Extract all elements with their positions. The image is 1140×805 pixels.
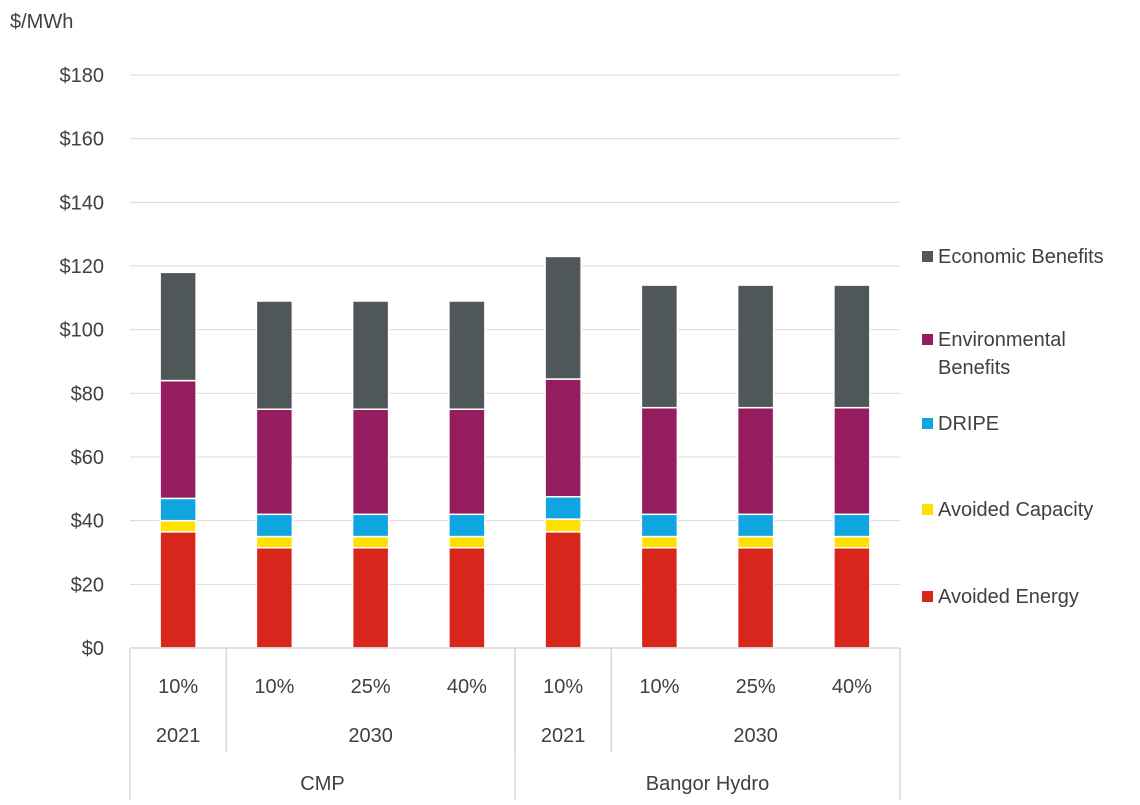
bar-segment xyxy=(159,519,197,533)
bar-segment xyxy=(448,300,486,410)
x-tick-label: 10% xyxy=(158,676,198,698)
bar-segment xyxy=(640,513,679,538)
x-tick-label: 40% xyxy=(447,676,487,698)
bar-segment xyxy=(255,300,294,410)
bar-segment xyxy=(640,535,679,549)
bar-segment xyxy=(736,546,775,649)
bar-segment xyxy=(736,406,775,516)
bar-segment xyxy=(351,513,390,538)
y-tick-label: $100 xyxy=(60,320,105,342)
legend-label: Avoided Capacity xyxy=(938,499,1093,521)
bar-segment xyxy=(351,535,390,549)
year-group-label: 2030 xyxy=(733,725,778,747)
y-tick-label: $180 xyxy=(60,65,105,87)
bar-segment xyxy=(640,284,679,409)
gridlines xyxy=(130,74,900,585)
legend-label: Environmental Benefits xyxy=(938,329,1066,379)
legend-swatch xyxy=(922,418,933,429)
y-tick-label: $20 xyxy=(71,574,104,596)
y-tick-label: $160 xyxy=(60,129,105,151)
bar-segment xyxy=(833,406,871,516)
bar-segment xyxy=(351,408,390,516)
bar-segment xyxy=(448,546,486,649)
legend-swatch xyxy=(922,504,933,515)
x-tick-label: 10% xyxy=(543,676,583,698)
bar-segment xyxy=(640,406,679,516)
y-tick-label: $40 xyxy=(71,511,104,533)
utility-group-label: CMP xyxy=(300,773,344,795)
bar-segment xyxy=(833,546,871,649)
year-group-label: 2021 xyxy=(541,725,586,747)
x-tick-label: 25% xyxy=(351,676,391,698)
bar-segment xyxy=(159,497,197,522)
legend-label: Economic Benefits xyxy=(938,246,1104,268)
legend-label: DRIPE xyxy=(938,413,999,435)
bar-segment xyxy=(255,546,294,649)
bars xyxy=(159,255,871,649)
bar-segment xyxy=(159,531,197,649)
x-tick-label: 10% xyxy=(254,676,294,698)
bar-segment xyxy=(255,408,294,516)
legend-label: Avoided Energy xyxy=(938,586,1079,608)
bar-segment xyxy=(351,546,390,649)
bar-segment xyxy=(736,284,775,409)
x-tick-label: 10% xyxy=(639,676,679,698)
bar-segment xyxy=(448,513,486,538)
bar-segment xyxy=(640,546,679,649)
bar-segment xyxy=(544,531,582,649)
legend-swatch xyxy=(922,251,933,262)
y-tick-label: $120 xyxy=(60,256,105,278)
y-tick-label: $80 xyxy=(71,383,104,405)
bar-segment xyxy=(833,513,871,538)
bar-segment xyxy=(159,379,197,500)
y-tick-label: $60 xyxy=(71,447,104,469)
bar-segment xyxy=(736,535,775,549)
bar-segment xyxy=(833,535,871,549)
bar-segment xyxy=(255,535,294,549)
bar-segment xyxy=(544,255,582,380)
y-tick-label: $0 xyxy=(82,638,104,660)
year-group-label: 2021 xyxy=(156,725,201,747)
bar-segment xyxy=(544,378,582,498)
x-tick-label: 25% xyxy=(736,676,776,698)
bar-segment xyxy=(544,496,582,520)
bar-segment xyxy=(544,518,582,533)
y-axis-ticks: $0 $20 $40 $60 $80 $100 $120 $140 $160 $180 xyxy=(60,65,105,660)
year-group-label: 2030 xyxy=(348,725,393,747)
bar-segment xyxy=(255,513,294,538)
bar-segment xyxy=(351,300,390,410)
legend: Economic Benefits Environmental Benefits DR… xyxy=(922,246,1104,608)
y-tick-label: $140 xyxy=(60,192,105,214)
y-axis-label: $/MWh xyxy=(10,11,73,33)
legend-swatch xyxy=(922,591,933,602)
bar-segment xyxy=(448,535,486,549)
bar-segment xyxy=(736,513,775,538)
x-tick-label: 40% xyxy=(832,676,872,698)
legend-swatch xyxy=(922,334,933,345)
bar-segment xyxy=(833,284,871,409)
bar-segment xyxy=(159,271,197,382)
x-axis: 10% 10% 25% 40% 10% 10% 25% 40% 2021 2030 2021 2030… xyxy=(129,647,901,800)
utility-group-label: Bangor Hydro xyxy=(646,773,769,795)
bar-segment xyxy=(448,408,486,516)
